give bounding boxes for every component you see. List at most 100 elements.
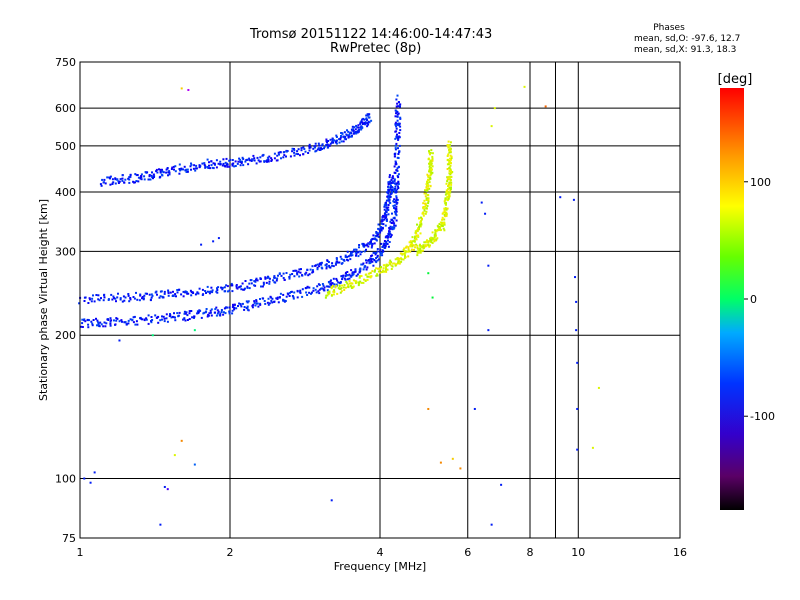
trace-point bbox=[297, 270, 300, 273]
trace-point bbox=[264, 302, 267, 305]
trace-point bbox=[339, 281, 342, 284]
trace-point bbox=[441, 212, 444, 215]
trace-point bbox=[400, 257, 402, 260]
trace-point bbox=[387, 206, 390, 209]
colorbar-label: [deg] bbox=[718, 72, 753, 87]
trace-point bbox=[278, 153, 280, 156]
trace-point bbox=[222, 311, 225, 314]
trace-point bbox=[81, 322, 84, 325]
trace-point bbox=[336, 279, 339, 282]
trace-point bbox=[365, 117, 368, 120]
trace-point bbox=[416, 246, 419, 249]
trace-point bbox=[377, 235, 380, 238]
trace-point bbox=[161, 315, 163, 318]
trace-point bbox=[210, 308, 213, 311]
scatter-point bbox=[193, 463, 196, 466]
trace-point bbox=[275, 159, 278, 162]
trace-point bbox=[209, 311, 212, 314]
trace-point bbox=[366, 275, 369, 278]
colorbar-bar bbox=[720, 88, 744, 510]
trace-point bbox=[449, 164, 452, 167]
trace-point bbox=[352, 128, 355, 131]
trace-point bbox=[201, 294, 204, 296]
trace-point bbox=[151, 176, 154, 178]
trace-point bbox=[396, 102, 399, 105]
scatter-point bbox=[575, 300, 578, 303]
trace-point bbox=[416, 223, 418, 226]
trace-point bbox=[176, 312, 179, 315]
trace-point bbox=[183, 312, 186, 315]
trace-point bbox=[253, 280, 256, 283]
trace-point bbox=[364, 122, 367, 125]
trace-point bbox=[393, 217, 396, 220]
trace-point bbox=[252, 303, 255, 306]
trace-point bbox=[394, 147, 397, 150]
trace-point bbox=[442, 222, 445, 224]
trace-point bbox=[146, 171, 149, 174]
trace-point bbox=[350, 282, 353, 285]
trace-point bbox=[380, 266, 382, 268]
trace-point bbox=[393, 165, 396, 168]
trace-point bbox=[448, 172, 451, 175]
trace-point bbox=[231, 306, 234, 309]
trace-point bbox=[292, 297, 295, 300]
trace-point bbox=[273, 152, 276, 155]
trace-point bbox=[425, 192, 428, 195]
trace-point bbox=[430, 171, 433, 174]
trace-point bbox=[444, 207, 447, 210]
trace-point bbox=[448, 193, 451, 196]
trace-point bbox=[233, 303, 236, 306]
trace-point bbox=[348, 277, 351, 280]
trace-point bbox=[338, 141, 341, 144]
trace-point bbox=[357, 251, 359, 254]
trace-point bbox=[335, 136, 338, 138]
trace-point bbox=[355, 252, 358, 255]
trace-point bbox=[397, 185, 399, 188]
trace-point bbox=[336, 292, 339, 295]
trace-point bbox=[267, 303, 270, 306]
scatter-point bbox=[500, 483, 503, 486]
trace-point bbox=[198, 287, 201, 290]
trace-point bbox=[211, 291, 214, 294]
trace-point bbox=[447, 178, 450, 181]
trace-point bbox=[141, 318, 144, 321]
trace-point bbox=[370, 119, 373, 122]
trace-point bbox=[430, 241, 433, 244]
trace-point bbox=[207, 313, 210, 316]
trace-point bbox=[87, 323, 90, 326]
trace-point bbox=[390, 268, 393, 270]
trace-point bbox=[293, 291, 296, 294]
trace-point bbox=[385, 201, 387, 204]
scatter-point bbox=[574, 276, 577, 279]
phases-x-line: mean, sd,X: 91.3, 18.3 bbox=[634, 45, 737, 55]
trace-point bbox=[323, 286, 326, 289]
trace-point bbox=[359, 280, 362, 283]
trace-point bbox=[116, 178, 118, 181]
scatter-point bbox=[459, 467, 462, 470]
trace-point bbox=[136, 323, 139, 326]
trace-point bbox=[402, 249, 405, 252]
trace-point bbox=[259, 156, 262, 159]
trace-point bbox=[247, 300, 250, 303]
trace-point bbox=[160, 173, 163, 176]
trace-point bbox=[366, 113, 369, 116]
plot-frame bbox=[79, 61, 681, 539]
colorbar-tick-label: 0 bbox=[750, 293, 757, 306]
trace-point bbox=[426, 173, 429, 176]
trace-point bbox=[385, 218, 388, 221]
trace-point bbox=[219, 163, 222, 166]
trace-point bbox=[373, 251, 376, 254]
trace-point bbox=[395, 199, 397, 202]
trace-point bbox=[260, 285, 262, 288]
trace-point bbox=[447, 197, 450, 200]
trace-point bbox=[368, 116, 371, 119]
trace-point bbox=[325, 138, 328, 141]
trace-point bbox=[271, 301, 274, 304]
trace-point bbox=[92, 319, 95, 321]
trace-point bbox=[91, 297, 94, 300]
trace-point bbox=[135, 291, 137, 294]
trace-point bbox=[173, 312, 175, 315]
trace-point bbox=[232, 162, 235, 165]
trace-point bbox=[103, 293, 106, 296]
trace-point bbox=[246, 308, 249, 311]
